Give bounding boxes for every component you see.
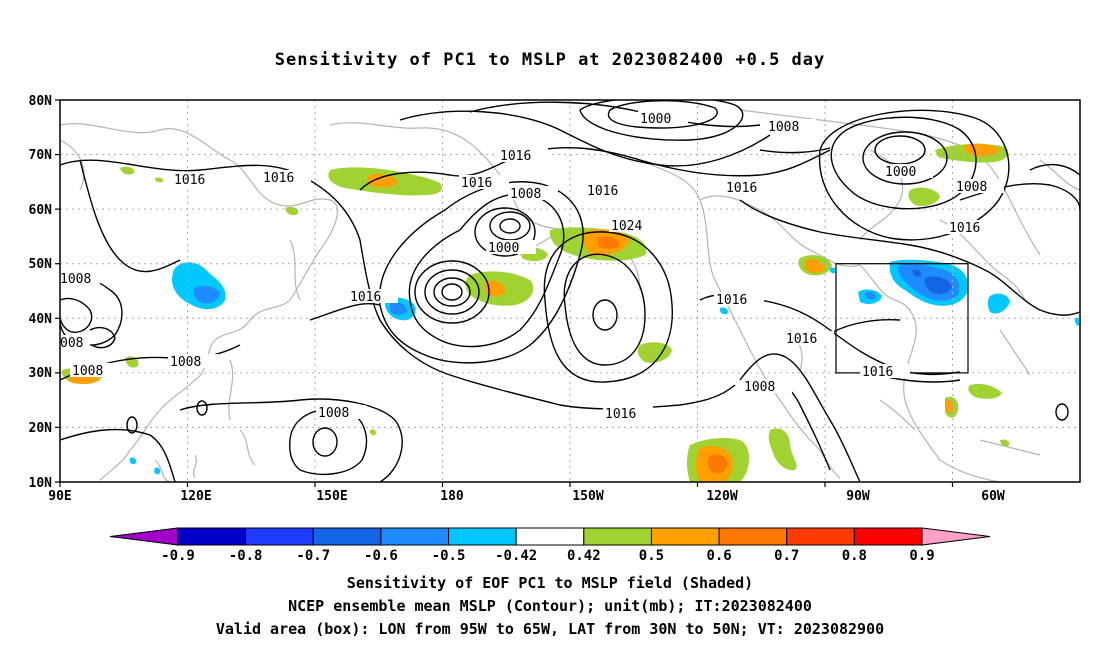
colorbar-swatch [583,527,652,546]
lon-axis [59,482,954,487]
colorbar-label: 0.5 [639,548,664,564]
lat-label: 30N [29,366,53,381]
colorbar-label: -0.7 [296,548,330,564]
colorbar-label: 0.7 [774,548,799,564]
colorbar-label: -0.9 [161,548,195,564]
caption-line-2: NCEP ensemble mean MSLP (Contour); unit(… [288,597,812,615]
lon-label: 150W [572,489,603,504]
contour-label: 1016 [949,221,980,236]
colorbar-max-arrow [921,527,991,546]
contour-label: 1016 [716,293,747,308]
contour-label: 1024 [611,219,642,234]
lat-label: 20N [29,421,53,436]
contour-label: 1008 [72,364,103,379]
lat-label: 10N [29,476,53,491]
lat-label: 60N [29,203,53,218]
contour-label: 1016 [605,407,636,422]
colorbar-swatch [786,527,855,546]
contour-label: 1008 [510,187,541,202]
contour-label: 1008 [60,272,91,287]
lon-label: 60W [981,489,1005,504]
colorbar-label: -0.42 [495,548,537,564]
contour-label: 1016 [862,365,893,380]
contour-label: 1008 [956,180,987,195]
contour-label: 1000 [640,112,671,127]
lon-label: 120E [180,489,211,504]
contour-label: 1016 [174,173,205,188]
lon-label: 180 [440,489,464,504]
contour-label: 1016 [587,184,618,199]
contour-label: 1016 [786,332,817,347]
contour-label: 1016 [726,181,757,196]
colorbar-swatch [380,527,450,546]
lat-label: 80N [29,94,53,109]
contour-label: 1008 [744,380,775,395]
contour-label: 1000 [885,165,916,180]
colorbar-swatch [515,527,585,546]
contour-label: 1016 [350,290,381,305]
colorbar-swatch [718,527,788,546]
contour-label: 008 [60,336,83,351]
lat-label: 50N [29,257,53,272]
grid-lines [60,100,1080,482]
lon-label: 90W [846,489,870,504]
colorbar-swatch [245,527,314,546]
colorbar-label: -0.8 [229,548,263,564]
colorbar-min-arrow [109,527,179,546]
colorbar-label: 0.9 [909,548,934,564]
contour-label: 1016 [263,171,294,186]
lon-label: 90E [48,489,71,504]
lat-label: 70N [29,148,53,163]
sensitivity-shading [61,143,1080,482]
colorbar-label: 0.6 [706,548,731,564]
colorbar-swatch [177,527,247,546]
contour-label: 1008 [318,406,349,421]
colorbar-swatch [853,527,923,546]
colorbar-label: -0.5 [432,548,466,564]
colorbar-swatch [312,527,382,546]
caption-line-1: Sensitivity of EOF PC1 to MSLP field (Sh… [346,574,754,592]
chart-title: Sensitivity of PC1 to MSLP at 2023082400… [274,50,826,70]
contour-label: 1016 [500,149,531,164]
colorbar-label: -0.6 [364,548,398,564]
colorbar: -0.9 -0.8 -0.7 -0.6 -0.5 -0.42 0.42 0.5 0.6 0.7 0.… [109,527,991,564]
contour-label: 1008 [170,355,201,370]
contour-label: 1008 [768,120,799,135]
colorbar-label: 0.42 [567,548,601,564]
colorbar-swatch [448,527,517,546]
caption-line-3: Valid area (box): LON from 95W to 65W, L… [215,620,885,638]
contour-labels: 1000 1000 1000 1008 1008 1008 1008 008 1… [60,111,1004,422]
contour-label: 1016 [461,176,492,191]
lat-label: 40N [29,312,53,327]
lat-labels: 80N 70N 60N 50N 40N 30N 20N 10N [29,94,53,491]
contour-label: 1000 [488,241,519,256]
colorbar-label: 0.8 [842,548,867,564]
colorbar-swatch [650,527,720,546]
lat-axis [55,99,60,483]
lon-label: 150E [316,489,347,504]
lon-labels: 90E 120E 150E 180 150W 120W 90W 60W [48,489,1005,504]
lon-label: 120W [706,489,737,504]
